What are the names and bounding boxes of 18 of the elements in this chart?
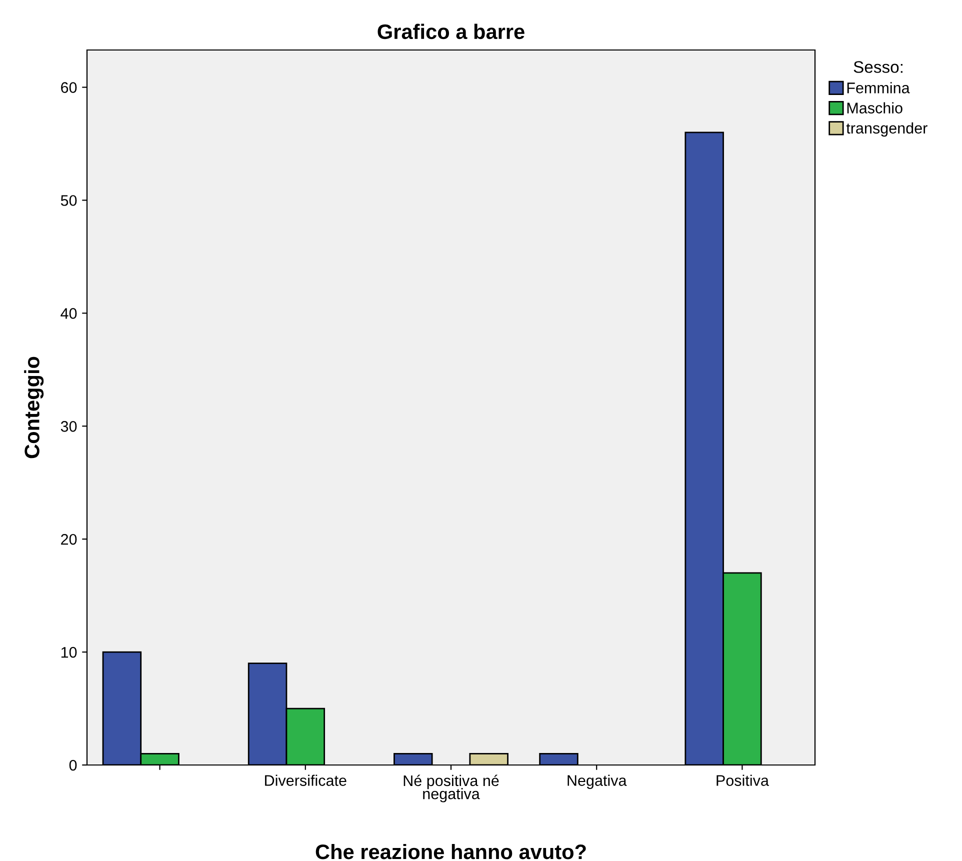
x-tick-label: Né positiva né negativa <box>404 774 499 802</box>
y-tick-label: 50 <box>60 195 77 206</box>
legend-label: transgender <box>846 122 928 137</box>
y-tick-label: 0 <box>69 760 77 771</box>
chart-title: Grafico a barre <box>378 24 524 40</box>
legend-label: Femmina <box>847 82 910 94</box>
y-tick-label: 40 <box>60 308 77 319</box>
y-axis-title: Conteggio <box>24 356 44 458</box>
x-axis-title: Che reazione hanno avuto? <box>316 844 586 860</box>
y-tick-label: 60 <box>61 82 77 93</box>
x-tick-label: Diversificate <box>265 774 346 786</box>
y-tick-label: 20 <box>61 534 77 545</box>
x-tick-label: Negativa <box>568 774 627 789</box>
y-tick-label: 10 <box>61 646 77 658</box>
legend-title: Sesso: <box>854 61 902 73</box>
y-tick-label: 30 <box>60 421 77 432</box>
legend-label: Maschio <box>847 102 902 114</box>
x-tick-label: Positiva <box>716 774 769 786</box>
